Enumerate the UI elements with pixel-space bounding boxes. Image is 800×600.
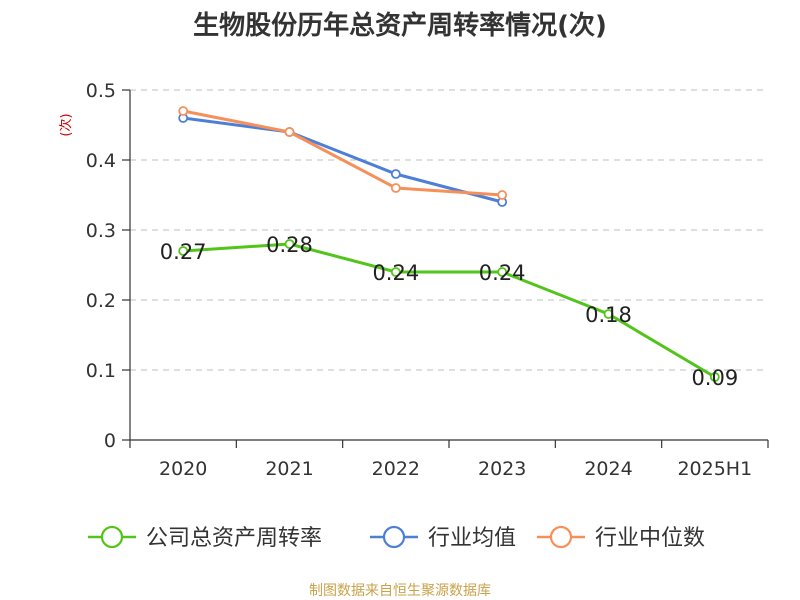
x-tick-label-2: 2022 — [372, 458, 420, 480]
series-line-0 — [183, 242, 716, 379]
y-tick-label-0: 0 — [104, 430, 116, 452]
series-layer — [178, 106, 720, 382]
legend[interactable]: 公司总资产周转率 行业均值 行业中位数 — [88, 525, 705, 551]
y-tick-label-4: 0.4 — [86, 150, 116, 172]
series-line-2 — [182, 109, 503, 197]
series-0-point-3 — [497, 267, 508, 277]
series-0-point-2 — [390, 267, 401, 277]
series-0-point-5 — [709, 372, 720, 382]
legend-label-0: 公司总资产周转率 — [146, 526, 322, 551]
legend-marker-1 — [382, 525, 406, 549]
x-tick-label-1: 2021 — [265, 458, 313, 480]
x-tick-label-3: 2023 — [478, 458, 526, 480]
data-label-1: 0.28 — [266, 233, 313, 257]
data-label-2: 0.24 — [372, 261, 419, 285]
series-0-point-4 — [603, 309, 614, 319]
legend-label-2: 行业中位数 — [595, 526, 705, 551]
data-label-3: 0.24 — [479, 261, 526, 285]
legend-item-0[interactable]: 公司总资产周转率 — [88, 525, 322, 551]
legend-item-2[interactable]: 行业中位数 — [537, 525, 705, 551]
y-axis-label: (次) — [58, 113, 74, 136]
data-label-0: 0.27 — [160, 240, 207, 264]
legend-item-1[interactable]: 行业均值 — [370, 525, 516, 551]
series-0-point-0 — [178, 246, 189, 256]
series-2-point-0 — [178, 106, 189, 116]
x-tick-labels: 2020 2021 2022 2023 2024 2025H1 — [159, 458, 752, 480]
y-tick-label-5: 0.5 — [86, 80, 116, 102]
data-label-5: 0.09 — [691, 366, 738, 390]
axes — [122, 89, 769, 448]
x-tick-label-4: 2024 — [584, 458, 632, 480]
y-tick-labels: 0 0.1 0.2 0.3 0.4 0.5 — [86, 80, 116, 452]
y-tick-label-2: 0.2 — [86, 290, 116, 312]
legend-label-1: 行业均值 — [428, 526, 516, 551]
x-tick-label-5: 2025H1 — [677, 458, 752, 480]
data-labels: 0.27 0.28 0.24 0.24 0.18 0.09 — [160, 233, 738, 390]
legend-marker-2 — [549, 525, 573, 549]
x-tick-label-0: 2020 — [159, 458, 207, 480]
gridlines — [130, 89, 768, 371]
series-0-point-1 — [284, 239, 295, 249]
y-tick-label-3: 0.3 — [86, 220, 116, 242]
chart-title: 生物股份历年总资产周转率情况(次) — [193, 10, 607, 41]
series-line-1 — [182, 116, 503, 204]
y-tick-label-1: 0.1 — [86, 360, 116, 382]
series-2-point-1 — [284, 127, 295, 137]
series-2-point-3 — [497, 190, 508, 200]
legend-marker-0 — [100, 525, 124, 549]
series-2-point-2 — [390, 183, 401, 193]
source-note: 制图数据来自恒生聚源数据库 — [309, 583, 491, 599]
series-1-point-2 — [390, 169, 401, 179]
data-label-4: 0.18 — [585, 303, 632, 327]
